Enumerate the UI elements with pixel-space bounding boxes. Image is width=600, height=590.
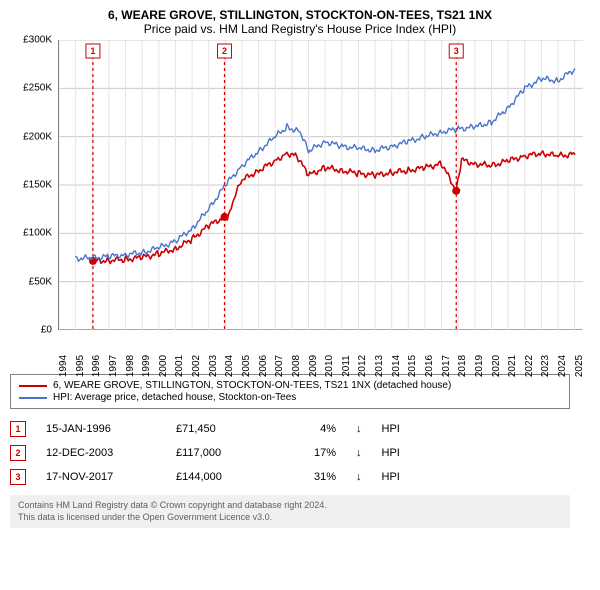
x-axis-labels: 1994199519961997199819992000200120022003… (58, 332, 582, 370)
x-tick-label: 2012 (357, 355, 361, 377)
sale-hpi-label: HPI (382, 447, 442, 459)
sale-pct: 17% (286, 447, 336, 459)
svg-text:1: 1 (90, 46, 95, 56)
sales-row: 1 15-JAN-1996 £71,450 4% ↓ HPI (10, 417, 570, 441)
y-axis-labels: £0£50K£100K£150K£200K£250K£300K (10, 40, 54, 330)
x-tick-label: 2014 (391, 355, 395, 377)
legend-item-hpi: HPI: Average price, detached house, Stoc… (19, 392, 561, 403)
svg-text:2: 2 (222, 46, 227, 56)
sale-pct: 4% (286, 423, 336, 435)
down-arrow-icon: ↓ (356, 423, 362, 435)
sale-date: 17-NOV-2017 (46, 471, 156, 483)
x-tick-label: 2016 (424, 355, 428, 377)
x-tick-label: 2003 (208, 355, 212, 377)
sale-marker-1: 1 (10, 421, 26, 437)
y-tick-label: £100K (23, 228, 52, 239)
x-tick-label: 2023 (540, 355, 544, 377)
x-tick-label: 2002 (191, 355, 195, 377)
x-tick-label: 2013 (374, 355, 378, 377)
sale-marker-3: 3 (10, 469, 26, 485)
x-tick-label: 2005 (241, 355, 245, 377)
x-tick-label: 2010 (324, 355, 328, 377)
sale-marker-2: 2 (10, 445, 26, 461)
sales-table: 1 15-JAN-1996 £71,450 4% ↓ HPI 2 12-DEC-… (10, 417, 570, 489)
x-tick-label: 2004 (224, 355, 228, 377)
sale-hpi-label: HPI (382, 423, 442, 435)
svg-text:3: 3 (454, 46, 459, 56)
x-tick-label: 2008 (291, 355, 295, 377)
sale-price: £71,450 (176, 423, 266, 435)
y-tick-label: £300K (23, 35, 52, 46)
x-tick-label: 1995 (75, 355, 79, 377)
x-tick-label: 2020 (491, 355, 495, 377)
chart-svg: 1 2 3 (59, 40, 583, 330)
x-tick-label: 2022 (524, 355, 528, 377)
y-tick-label: £200K (23, 131, 52, 142)
x-tick-label: 2011 (341, 355, 345, 377)
y-tick-label: £250K (23, 83, 52, 94)
legend-swatch-hpi (19, 397, 47, 399)
chart-title-address: 6, WEARE GROVE, STILLINGTON, STOCKTON-ON… (10, 8, 590, 22)
plot-area: 1 2 3 (58, 40, 582, 330)
chart-plot: £0£50K£100K£150K£200K£250K£300K 123 1994… (10, 40, 590, 370)
down-arrow-icon: ↓ (356, 447, 362, 459)
sale-hpi-label: HPI (382, 471, 442, 483)
x-tick-label: 2024 (557, 355, 561, 377)
x-tick-label: 1994 (58, 355, 62, 377)
sale-pct: 31% (286, 471, 336, 483)
y-tick-label: £150K (23, 180, 52, 191)
footer-attribution: Contains HM Land Registry data © Crown c… (10, 495, 570, 528)
y-tick-label: £0 (41, 325, 52, 336)
down-arrow-icon: ↓ (356, 471, 362, 483)
x-tick-label: 2000 (158, 355, 162, 377)
legend-label-hpi: HPI: Average price, detached house, Stoc… (53, 392, 296, 403)
x-tick-label: 1996 (91, 355, 95, 377)
x-tick-label: 2001 (174, 355, 178, 377)
x-tick-label: 1998 (125, 355, 129, 377)
x-tick-label: 2009 (308, 355, 312, 377)
x-tick-label: 2017 (441, 355, 445, 377)
chart-title-sub: Price paid vs. HM Land Registry's House … (10, 22, 590, 36)
sales-row: 3 17-NOV-2017 £144,000 31% ↓ HPI (10, 465, 570, 489)
footer-line1: Contains HM Land Registry data © Crown c… (18, 500, 562, 512)
sale-date: 15-JAN-1996 (46, 423, 156, 435)
sales-row: 2 12-DEC-2003 £117,000 17% ↓ HPI (10, 441, 570, 465)
y-tick-label: £50K (29, 276, 52, 287)
footer-line2: This data is licensed under the Open Gov… (18, 512, 562, 524)
x-tick-label: 2019 (474, 355, 478, 377)
x-tick-label: 1997 (108, 355, 112, 377)
x-tick-label: 2025 (574, 355, 578, 377)
sale-price: £144,000 (176, 471, 266, 483)
x-tick-label: 2018 (457, 355, 461, 377)
x-tick-label: 2006 (258, 355, 262, 377)
x-tick-label: 2007 (274, 355, 278, 377)
sale-price: £117,000 (176, 447, 266, 459)
legend-label-property: 6, WEARE GROVE, STILLINGTON, STOCKTON-ON… (53, 380, 451, 391)
legend: 6, WEARE GROVE, STILLINGTON, STOCKTON-ON… (10, 374, 570, 409)
legend-item-property: 6, WEARE GROVE, STILLINGTON, STOCKTON-ON… (19, 380, 561, 391)
legend-swatch-property (19, 385, 47, 387)
x-tick-label: 2021 (507, 355, 511, 377)
x-tick-label: 2015 (407, 355, 411, 377)
sale-date: 12-DEC-2003 (46, 447, 156, 459)
x-tick-label: 1999 (141, 355, 145, 377)
